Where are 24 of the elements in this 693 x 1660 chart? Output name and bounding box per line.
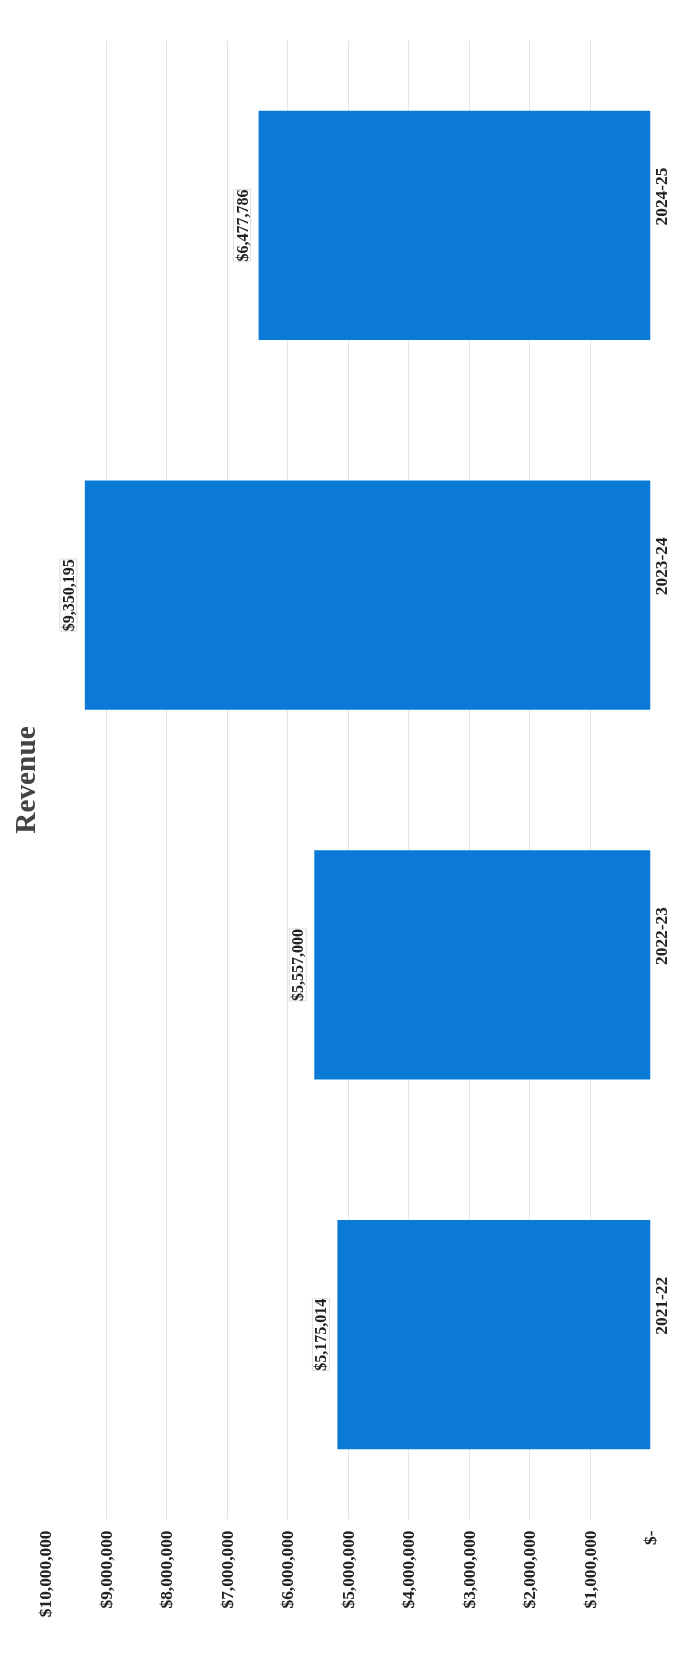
data-label: $9,350,195 — [59, 559, 77, 632]
bar — [337, 1220, 651, 1450]
x-tick-label: $- — [641, 1530, 660, 1545]
x-tick-label: $2,000,000 — [520, 1530, 539, 1609]
bar — [84, 480, 651, 710]
y-tick-label: 2021-22 — [652, 1276, 671, 1335]
y-tick-label: 2024-25 — [652, 167, 671, 226]
y-tick-label: 2022-23 — [652, 906, 671, 965]
text: Revenue — [8, 726, 41, 834]
x-tick-label: $1,000,000 — [580, 1530, 600, 1609]
data-label: $5,557,000 — [289, 928, 307, 1001]
x-tick-label: $6,000,000 — [278, 1530, 297, 1609]
x-tick-label: $5,000,000 — [338, 1530, 358, 1609]
data-label: $6,477,786 — [233, 189, 251, 262]
data-label: $5,175,014 — [312, 1298, 330, 1371]
y-tick-label: 2023-24 — [652, 537, 671, 596]
x-tick-label: $3,000,000 — [459, 1530, 479, 1609]
bar — [258, 110, 651, 340]
x-tick-label: $4,000,000 — [399, 1530, 418, 1609]
bar — [314, 850, 651, 1080]
x-tick-label: $7,000,000 — [217, 1530, 237, 1609]
x-tick-label: $10,000,000 — [36, 1530, 55, 1618]
x-tick-label: $8,000,000 — [157, 1530, 176, 1609]
x-tick-label: $9,000,000 — [96, 1530, 116, 1609]
